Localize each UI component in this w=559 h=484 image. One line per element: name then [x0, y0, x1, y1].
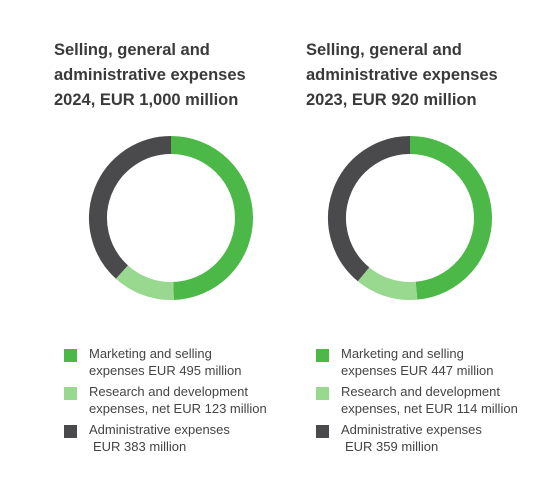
- slice-research: [115, 265, 174, 300]
- legend-label: expenses EUR 447 million: [341, 363, 494, 378]
- legend-label: Administrative expenses: [341, 422, 482, 437]
- slice-marketing: [170, 136, 253, 300]
- legend-item-research: Research and development expenses, net E…: [64, 383, 314, 421]
- legend-label: expenses EUR 495 million: [89, 363, 242, 378]
- legend-swatch-research: [64, 387, 77, 400]
- legend-label: EUR 383 million: [93, 439, 187, 454]
- slice-administrative: [89, 136, 172, 279]
- chart-2024: Selling, general and administrative expe…: [54, 0, 314, 484]
- legend-item-marketing: Marketing and selling expenses EUR 495 m…: [64, 345, 314, 383]
- legend-item-administrative: Administrative expenses EUR 359 million: [316, 421, 559, 459]
- slice-research: [357, 267, 418, 300]
- legend-label: Administrative expenses: [89, 422, 230, 437]
- legend-swatch-marketing: [316, 349, 329, 362]
- chart-title-line: administrative expenses: [54, 66, 246, 84]
- legend-swatch-marketing: [64, 349, 77, 362]
- legend-label: EUR 359 million: [345, 439, 439, 454]
- chart-title-line: Selling, general and: [54, 41, 210, 59]
- donut-chart-2024: [89, 136, 253, 300]
- legend-item-marketing: Marketing and selling expenses EUR 447 m…: [316, 345, 559, 383]
- legend-swatch-research: [316, 387, 329, 400]
- slice-marketing: [409, 136, 492, 300]
- chart-title-line: 2024, EUR 1,000 million: [54, 91, 239, 109]
- legend-label: Marketing and selling: [341, 346, 464, 361]
- slice-administrative: [328, 136, 411, 282]
- legend-label: expenses, net EUR 123 million: [89, 401, 267, 416]
- chart-title-line: 2023, EUR 920 million: [306, 91, 477, 109]
- donut-chart-2023: [328, 136, 492, 300]
- legend-label: Research and development: [89, 384, 248, 399]
- legend-2023: Marketing and selling expenses EUR 447 m…: [316, 345, 559, 459]
- legend-item-administrative: Administrative expenses EUR 383 million: [64, 421, 314, 459]
- chart-title-2023: Selling, general and administrative expe…: [306, 38, 556, 113]
- legend-2024: Marketing and selling expenses EUR 495 m…: [64, 345, 314, 459]
- chart-2023: Selling, general and administrative expe…: [306, 0, 559, 484]
- legend-swatch-administrative: [316, 425, 329, 438]
- legend-item-research: Research and development expenses, net E…: [316, 383, 559, 421]
- legend-label: expenses, net EUR 114 million: [341, 401, 518, 416]
- legend-swatch-administrative: [64, 425, 77, 438]
- legend-label: Research and development: [341, 384, 500, 399]
- chart-title-2024: Selling, general and administrative expe…: [54, 38, 304, 113]
- legend-label: Marketing and selling: [89, 346, 212, 361]
- chart-title-line: administrative expenses: [306, 66, 498, 84]
- chart-title-line: Selling, general and: [306, 41, 462, 59]
